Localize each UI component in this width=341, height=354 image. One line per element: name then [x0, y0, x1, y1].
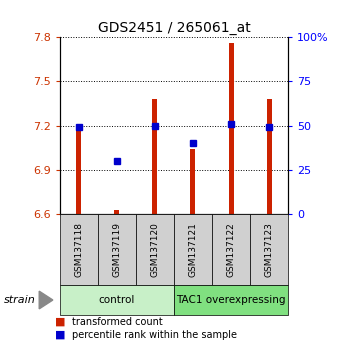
Text: GSM137119: GSM137119 [112, 222, 121, 277]
Bar [114, 210, 119, 214]
Bar [152, 99, 157, 214]
Text: GSM137122: GSM137122 [226, 222, 236, 277]
Text: TAC1 overexpressing: TAC1 overexpressing [176, 295, 286, 305]
Bar [228, 43, 234, 214]
Polygon shape [39, 291, 53, 309]
Text: strain: strain [3, 295, 35, 305]
Text: transformed count: transformed count [72, 317, 162, 327]
Text: GSM137123: GSM137123 [265, 222, 273, 277]
Text: ■: ■ [55, 317, 65, 327]
Bar [191, 149, 195, 214]
Text: percentile rank within the sample: percentile rank within the sample [72, 330, 237, 339]
Text: GSM137118: GSM137118 [74, 222, 83, 277]
Text: GSM137120: GSM137120 [150, 222, 159, 277]
Text: control: control [99, 295, 135, 305]
Bar [76, 127, 81, 214]
Bar [267, 99, 271, 214]
Text: ■: ■ [55, 330, 65, 339]
Text: GSM137121: GSM137121 [189, 222, 197, 277]
Title: GDS2451 / 265061_at: GDS2451 / 265061_at [98, 21, 250, 35]
